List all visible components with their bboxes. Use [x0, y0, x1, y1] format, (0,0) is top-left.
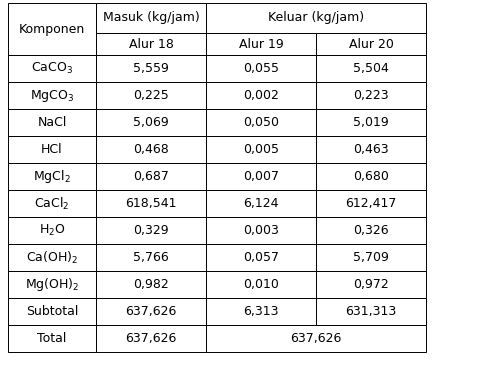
Bar: [8, 55, 96, 82]
Text: Alur 20: Alur 20: [348, 37, 394, 51]
Text: 0,326: 0,326: [353, 224, 389, 237]
Bar: [96, 82, 206, 109]
Bar: [206, 271, 316, 298]
Text: 0,223: 0,223: [353, 89, 389, 102]
Bar: [96, 217, 206, 244]
Bar: [316, 217, 426, 244]
Bar: [206, 217, 316, 244]
Text: Komponen: Komponen: [19, 23, 85, 35]
Text: Subtotal: Subtotal: [26, 305, 78, 318]
Text: 5,709: 5,709: [353, 251, 389, 264]
Bar: [96, 33, 206, 55]
Text: 0,463: 0,463: [353, 143, 389, 156]
Text: 0,055: 0,055: [243, 62, 279, 75]
Bar: [316, 190, 426, 217]
Text: 0,050: 0,050: [243, 116, 279, 129]
Bar: [8, 271, 96, 298]
Bar: [96, 244, 206, 271]
Bar: [96, 163, 206, 190]
Text: 0,010: 0,010: [243, 278, 279, 291]
Text: MgCO$_3$: MgCO$_3$: [30, 87, 74, 104]
Text: 0,057: 0,057: [243, 251, 279, 264]
Text: 5,504: 5,504: [353, 62, 389, 75]
Bar: [8, 325, 96, 352]
Bar: [206, 325, 426, 352]
Text: 0,007: 0,007: [243, 170, 279, 183]
Text: 0,468: 0,468: [133, 143, 169, 156]
Bar: [206, 3, 426, 33]
Bar: [96, 325, 206, 352]
Bar: [206, 55, 316, 82]
Bar: [96, 55, 206, 82]
Text: 0,225: 0,225: [133, 89, 169, 102]
Bar: [316, 244, 426, 271]
Text: 5,766: 5,766: [133, 251, 169, 264]
Bar: [316, 109, 426, 136]
Bar: [8, 3, 96, 55]
Bar: [206, 82, 316, 109]
Text: 0,329: 0,329: [133, 224, 169, 237]
Bar: [8, 82, 96, 109]
Bar: [206, 136, 316, 163]
Text: Alur 19: Alur 19: [239, 37, 283, 51]
Text: 0,982: 0,982: [133, 278, 169, 291]
Text: 618,541: 618,541: [125, 197, 177, 210]
Bar: [8, 190, 96, 217]
Bar: [96, 109, 206, 136]
Bar: [316, 271, 426, 298]
Text: Alur 18: Alur 18: [129, 37, 173, 51]
Text: Total: Total: [37, 332, 67, 345]
Bar: [96, 271, 206, 298]
Text: 631,313: 631,313: [346, 305, 396, 318]
Text: 5,069: 5,069: [133, 116, 169, 129]
Bar: [316, 163, 426, 190]
Text: 0,003: 0,003: [243, 224, 279, 237]
Text: 0,972: 0,972: [353, 278, 389, 291]
Bar: [316, 136, 426, 163]
Text: 637,626: 637,626: [125, 332, 177, 345]
Bar: [316, 298, 426, 325]
Bar: [8, 163, 96, 190]
Text: 6,313: 6,313: [243, 305, 279, 318]
Text: HCl: HCl: [41, 143, 63, 156]
Text: CaCO$_3$: CaCO$_3$: [31, 61, 73, 76]
Text: Mg(OH)$_2$: Mg(OH)$_2$: [25, 276, 79, 293]
Bar: [316, 82, 426, 109]
Text: Ca(OH)$_2$: Ca(OH)$_2$: [26, 250, 78, 265]
Bar: [96, 3, 206, 33]
Text: 637,626: 637,626: [290, 332, 342, 345]
Bar: [96, 190, 206, 217]
Bar: [96, 136, 206, 163]
Bar: [8, 109, 96, 136]
Text: 0,687: 0,687: [133, 170, 169, 183]
Text: 612,417: 612,417: [345, 197, 396, 210]
Text: 0,002: 0,002: [243, 89, 279, 102]
Bar: [8, 298, 96, 325]
Bar: [206, 298, 316, 325]
Text: H$_2$O: H$_2$O: [39, 223, 65, 238]
Text: 0,005: 0,005: [243, 143, 279, 156]
Text: Keluar (kg/jam): Keluar (kg/jam): [268, 12, 364, 25]
Text: 5,559: 5,559: [133, 62, 169, 75]
Text: 5,019: 5,019: [353, 116, 389, 129]
Bar: [96, 298, 206, 325]
Bar: [206, 163, 316, 190]
Text: NaCl: NaCl: [37, 116, 67, 129]
Text: 6,124: 6,124: [243, 197, 279, 210]
Bar: [8, 136, 96, 163]
Bar: [316, 33, 426, 55]
Text: CaCl$_2$: CaCl$_2$: [35, 195, 70, 211]
Bar: [206, 244, 316, 271]
Bar: [206, 33, 316, 55]
Text: Masuk (kg/jam): Masuk (kg/jam): [103, 12, 199, 25]
Text: 637,626: 637,626: [125, 305, 177, 318]
Text: MgCl$_2$: MgCl$_2$: [33, 168, 71, 185]
Bar: [206, 109, 316, 136]
Bar: [206, 190, 316, 217]
Text: 0,680: 0,680: [353, 170, 389, 183]
Bar: [316, 55, 426, 82]
Bar: [8, 244, 96, 271]
Bar: [8, 217, 96, 244]
